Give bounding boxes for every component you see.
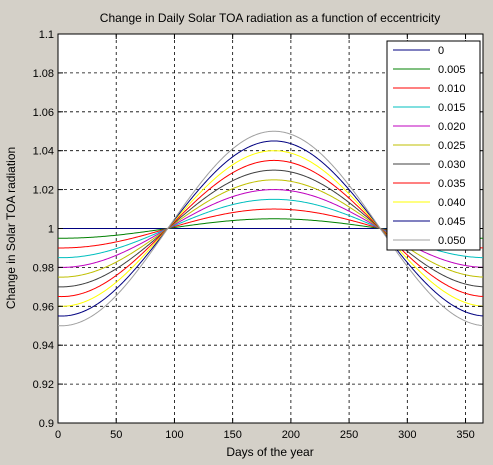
legend-label: 0 [438,45,444,57]
legend-label: 0.020 [438,121,466,133]
y-tick-label: 0.9 [39,418,54,430]
x-tick-label: 0 [55,429,61,441]
legend-label: 0.045 [438,216,466,228]
legend-label: 0.035 [438,178,466,190]
y-tick-label: 0.94 [33,340,54,352]
chart-title: Change in Daily Solar TOA radiation as a… [100,11,440,25]
series-line-5 [58,179,483,278]
legend-label: 0.050 [438,235,466,247]
y-tick-label: 1 [48,224,54,236]
x-tick-label: 150 [223,429,241,441]
legend-label: 0.015 [438,102,466,114]
axes: 0 50 100 150 200 250 300 350 0.9 0.92 0.94 0.96 0.98… [33,29,483,441]
y-tick-label: 0.92 [33,379,54,391]
series-line-10 [58,130,483,327]
y-axis-label: Change in Solar TOA radiation [4,147,18,309]
legend: 0 0.005 0.010 0.015 0.020 0.025 0.030 0.035 0.04… [386,40,481,251]
x-tick-label: 50 [110,429,122,441]
y-tick-label: 0.96 [33,301,54,313]
series-line-6 [58,169,483,288]
legend-label: 0.030 [438,159,466,171]
x-tick-label: 250 [340,429,358,441]
series-line-7 [58,159,483,298]
x-axis-label: Days of the year [226,445,313,459]
y-tick-label: 1.1 [39,29,54,41]
x-tick-label: 200 [282,429,300,441]
x-tick-label: 350 [456,429,474,441]
y-tick-label: 1.06 [33,107,54,119]
x-tick-label: 300 [398,429,416,441]
y-tick-label: 1.04 [33,146,54,158]
legend-label: 0.010 [438,83,466,95]
legend-label: 0.005 [438,64,466,76]
series-line-8 [58,150,483,307]
y-tick-label: 0.98 [33,262,54,274]
y-tick-label: 1.02 [33,185,54,197]
legend-label: 0.040 [438,197,466,209]
series-line-9 [58,140,483,317]
series-layer [58,130,483,327]
x-tick-label: 100 [165,429,183,441]
legend-label: 0.025 [438,140,466,152]
y-tick-label: 1.08 [33,68,54,80]
